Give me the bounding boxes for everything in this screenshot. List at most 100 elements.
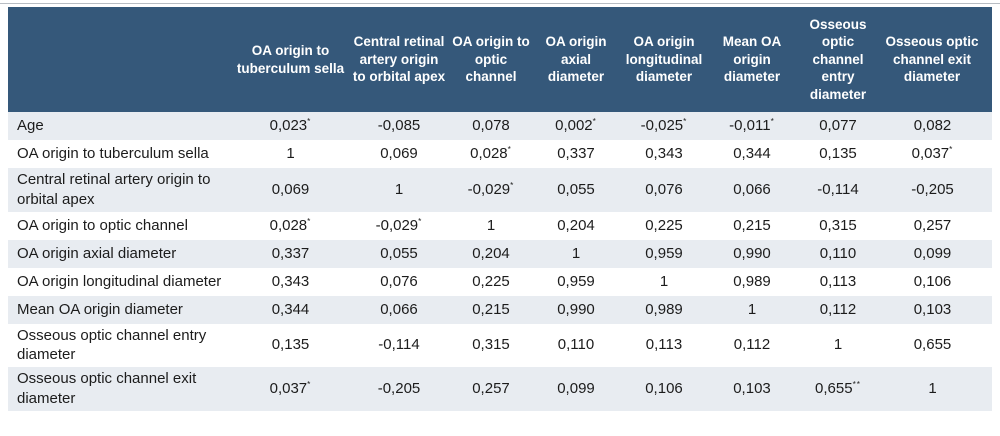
- data-cell: 0,257: [472, 380, 510, 398]
- data-cell: 1: [394, 180, 404, 198]
- data-cell: 0,344: [733, 145, 771, 163]
- data-cell: 0,099: [913, 244, 952, 262]
- data-cell: -0,011*: [729, 117, 775, 135]
- column-header: OA origin longitudinal diameter: [619, 7, 709, 112]
- table-header-row: OA origin to tuberculum sella Central ret…: [8, 7, 992, 112]
- data-cell: 1: [747, 300, 757, 318]
- data-cell: 0,069: [380, 145, 418, 163]
- row-label: Age: [17, 117, 44, 135]
- data-cell: 0,959: [645, 244, 683, 262]
- significance-marker: *: [307, 117, 312, 127]
- significance-marker: *: [510, 180, 515, 190]
- data-cell: 0,077: [819, 117, 857, 135]
- data-cell: 0,135: [271, 336, 310, 354]
- data-cell: 0,076: [380, 272, 418, 290]
- column-header: OA origin axial diameter: [533, 7, 619, 112]
- data-cell: 0,106: [913, 272, 952, 290]
- table-body: Age 0,023* -0,085 0,078 0,002* -0,025* -0,011*…: [8, 112, 992, 411]
- data-cell: 0,655: [913, 336, 952, 354]
- data-cell: 0,076: [645, 180, 683, 198]
- row-label: Central retinal artery origin to orbital…: [17, 171, 211, 208]
- data-cell: 1: [286, 145, 295, 163]
- table-row: OA origin longitudinal diameter 0,343 0,07…: [8, 267, 992, 296]
- significance-marker: *: [949, 145, 954, 155]
- significance-marker: *: [418, 216, 423, 226]
- data-cell: 0,069: [271, 180, 310, 198]
- data-cell: 0,343: [645, 145, 683, 163]
- data-cell: 0,113: [819, 272, 857, 290]
- table-row: OA origin axial diameter 0,337 0,055 0,204 1…: [8, 239, 992, 268]
- table-row: OA origin to optic channel 0,028* -0,029* 1…: [8, 211, 992, 240]
- table-row: Osseous optic channel exit diameter 0,037…: [8, 367, 992, 411]
- data-cell: 0,112: [819, 300, 857, 318]
- data-cell: 0,110: [557, 336, 595, 354]
- data-cell: 0,082: [913, 117, 952, 135]
- data-cell: 0,959: [557, 272, 595, 290]
- data-cell: 0,215: [472, 300, 510, 318]
- significance-marker: *: [592, 117, 597, 127]
- data-cell: 0,002*: [555, 117, 597, 135]
- data-cell: -0,029*: [375, 216, 423, 234]
- table-header: OA origin to tuberculum sella Central ret…: [8, 7, 992, 112]
- data-cell: -0,085: [377, 117, 421, 135]
- data-cell: 0,113: [645, 336, 683, 354]
- data-cell: -0,025*: [640, 117, 688, 135]
- row-label: OA origin axial diameter: [17, 244, 177, 262]
- data-cell: 0,225: [472, 272, 510, 290]
- correlation-table: OA origin to tuberculum sella Central ret…: [8, 7, 992, 411]
- data-cell: -0,114: [378, 336, 420, 354]
- data-cell: 0,103: [733, 380, 771, 398]
- significance-marker: **: [852, 380, 861, 390]
- row-label: Osseous optic channel exit diameter: [17, 370, 197, 407]
- data-cell: 0,106: [645, 380, 683, 398]
- data-cell: 0,990: [733, 244, 771, 262]
- top-divider: [0, 3, 1000, 4]
- data-cell: 0,135: [819, 145, 857, 163]
- data-cell: -0,029*: [467, 180, 515, 198]
- table-row: Osseous optic channel entry diameter 0,13…: [8, 323, 992, 368]
- column-header: Central retinal artery origin to orbital…: [349, 7, 449, 112]
- column-header: OA origin to optic channel: [449, 7, 533, 112]
- column-header: Osseous optic channel exit diameter: [881, 7, 992, 112]
- data-cell: 0,028*: [470, 145, 512, 163]
- data-cell: -0,205: [377, 380, 421, 398]
- data-cell: 0,315: [819, 216, 857, 234]
- table-row: OA origin to tuberculum sella 1 0,069 0,028…: [8, 140, 992, 168]
- data-cell: 0,225: [645, 216, 683, 234]
- column-header: Osseous optic channel entry diameter: [795, 7, 881, 112]
- data-cell: 0,037*: [269, 380, 312, 398]
- data-cell: 1: [659, 272, 669, 290]
- corner-cell: [8, 7, 232, 112]
- data-cell: 1: [571, 244, 581, 262]
- data-cell: 0,023*: [269, 117, 312, 135]
- data-cell: -0,205: [911, 180, 954, 198]
- data-cell: 1: [928, 380, 937, 398]
- data-cell: 0,204: [557, 216, 595, 234]
- data-cell: 0,028*: [269, 216, 312, 234]
- significance-marker: *: [307, 216, 312, 226]
- data-cell: 1: [833, 336, 843, 354]
- significance-marker: *: [507, 145, 512, 155]
- column-header: Mean OA origin diameter: [709, 7, 795, 112]
- data-cell: 0,990: [557, 300, 595, 318]
- data-cell: 0,343: [271, 272, 310, 290]
- data-cell: 0,112: [733, 336, 771, 354]
- data-cell: 0,037*: [911, 145, 954, 163]
- significance-marker: *: [307, 380, 312, 390]
- data-cell: 0,337: [557, 145, 595, 163]
- data-cell: -0,114: [817, 180, 859, 198]
- column-header: OA origin to tuberculum sella: [232, 7, 349, 112]
- data-cell: 0,099: [557, 380, 595, 398]
- data-cell: 0,110: [819, 244, 857, 262]
- data-cell: 0,337: [271, 244, 310, 262]
- data-cell: 0,989: [733, 272, 771, 290]
- data-cell: 0,204: [472, 244, 510, 262]
- row-label: Osseous optic channel entry diameter: [17, 326, 207, 364]
- row-label: OA origin longitudinal diameter: [17, 272, 222, 290]
- data-cell: 0,344: [271, 300, 310, 318]
- data-cell: 0,078: [472, 117, 510, 135]
- table-row: Central retinal artery origin to orbital…: [8, 168, 992, 212]
- data-cell: 0,055: [557, 180, 595, 198]
- significance-marker: *: [683, 117, 688, 127]
